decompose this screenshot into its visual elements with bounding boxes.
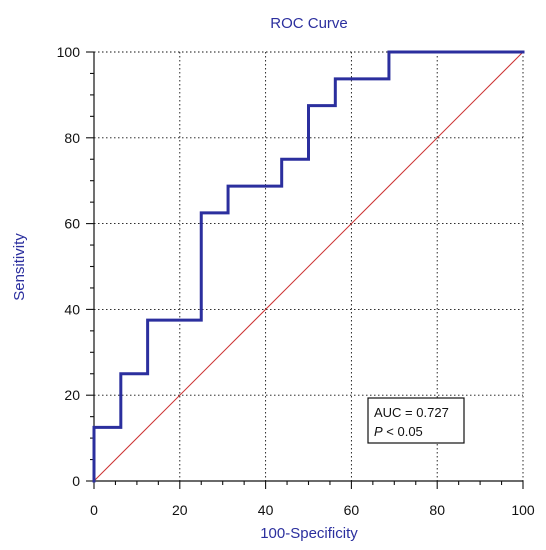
annotation-group: AUC = 0.727 P < 0.05: [367, 397, 465, 444]
auc-text: AUC = 0.727: [374, 405, 449, 420]
y-tick-label: 60: [64, 216, 80, 232]
y-tick-label: 100: [57, 44, 81, 60]
reference-diagonal-line: [93, 51, 524, 482]
axis-layer: [86, 51, 524, 489]
y-axis-label: Sensitivity: [11, 233, 28, 301]
p-value-text: P < 0.05: [374, 424, 423, 439]
y-tick-label: 0: [72, 473, 80, 489]
chart-title: ROC Curve: [270, 15, 348, 32]
x-tick-label: 20: [172, 502, 188, 518]
x-tick-label: 100: [511, 502, 535, 518]
roc-curve-line: [92, 50, 525, 483]
p-symbol: P: [374, 424, 383, 439]
y-tick-label: 80: [64, 130, 80, 146]
x-tick-label: 40: [258, 502, 274, 518]
p-value-condition: < 0.05: [383, 424, 423, 439]
series-layer: [92, 50, 525, 483]
y-tick-label: 40: [64, 301, 80, 317]
x-tick-label: 0: [90, 502, 98, 518]
x-tick-label: 80: [429, 502, 445, 518]
auc-annotation-box: [367, 397, 465, 444]
tick-label-layer: 0 20 40 60 80 100 0 20 40 60 80 100: [57, 44, 535, 518]
x-tick-label: 60: [344, 502, 360, 518]
x-axis-label: 100-Specificity: [260, 525, 358, 542]
y-tick-label: 20: [64, 387, 80, 403]
